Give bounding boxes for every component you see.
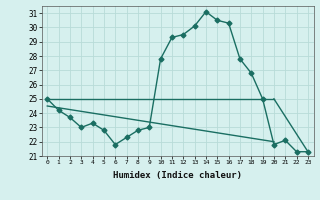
X-axis label: Humidex (Indice chaleur): Humidex (Indice chaleur) (113, 171, 242, 180)
